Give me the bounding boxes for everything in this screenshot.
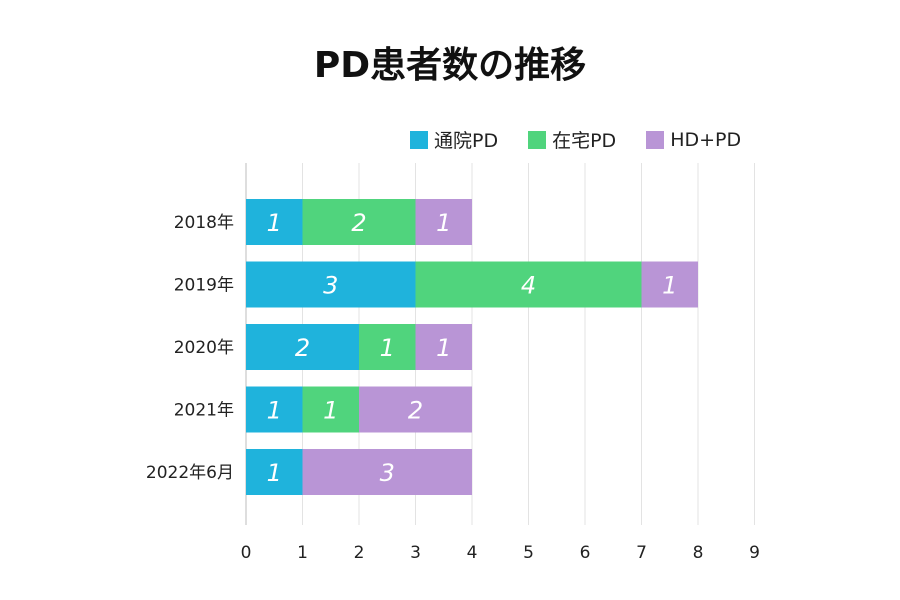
data-label-4-series-2: 3 [380,459,395,487]
x-tick-label-2: 2 [354,543,365,563]
bar-4-series-2 [302,449,472,495]
legend-label-series-0: 通院PD [434,130,499,152]
data-label-0-series-2: 1 [436,209,451,237]
bar-2-series-1 [359,324,416,370]
bar-2-series-0 [246,324,359,370]
y-tick-label-4: 2022年6月 [146,463,234,483]
data-label-1-series-1: 4 [521,272,536,300]
data-label-0-series-0: 1 [267,209,282,237]
x-tick-label-4: 4 [467,543,478,563]
bar-1-series-1 [415,261,642,308]
bar-0-series-2 [415,199,472,245]
legend-swatch-series-2 [646,130,665,149]
y-tick-label-2: 2020年 [174,338,234,358]
bar-4-series-0 [246,449,303,495]
x-tick-label-1: 1 [297,543,308,563]
bar-3-series-1 [302,386,359,433]
data-label-1-series-0: 3 [323,272,338,300]
x-tick-label-8: 8 [693,543,704,563]
bar-1-series-2 [641,261,698,308]
legend-label-series-2: HD+PD [670,128,742,151]
y-tick-label-0: 2018年 [174,213,234,233]
legend-swatch-series-1 [528,130,547,149]
legend-item-series-0: 通院PD [410,126,498,153]
bar-3-series-0 [246,386,303,433]
data-label-3-series-1: 1 [323,397,338,425]
x-tick-label-3: 3 [410,543,421,563]
data-label-1-series-2: 1 [662,272,677,300]
data-label-2-series-1: 1 [380,334,395,362]
x-tick-label-9: 9 [749,543,760,563]
data-label-4-series-0: 1 [267,459,282,487]
x-tick-label-7: 7 [636,543,647,563]
bar-0-series-1 [302,199,416,245]
bar-2-series-2 [415,324,472,370]
y-tick-label-1: 2019年 [174,276,234,296]
legend-item-series-2: HD+PD [646,129,741,151]
data-label-3-series-0: 1 [267,397,282,425]
x-tick-label-6: 6 [580,543,591,563]
data-label-0-series-1: 2 [351,209,366,237]
x-tick-label-5: 5 [523,543,534,563]
bar-3-series-2 [359,386,472,433]
legend-swatch-series-0 [410,130,428,149]
bar-0-series-0 [246,199,303,245]
legend: 通院PD 在宅PD HD+PD [410,126,741,153]
y-tick-label-3: 2021年 [174,401,234,421]
legend-item-series-1: 在宅PD [528,126,616,153]
bar-1-series-0 [246,261,416,308]
x-tick-label-0: 0 [241,543,252,563]
data-label-3-series-2: 2 [408,397,423,425]
data-label-2-series-2: 1 [436,334,451,362]
chart-title: PD患者数の推移 [313,45,587,86]
data-label-2-series-0: 2 [295,334,310,362]
legend-label-series-1: 在宅PD [552,130,617,152]
